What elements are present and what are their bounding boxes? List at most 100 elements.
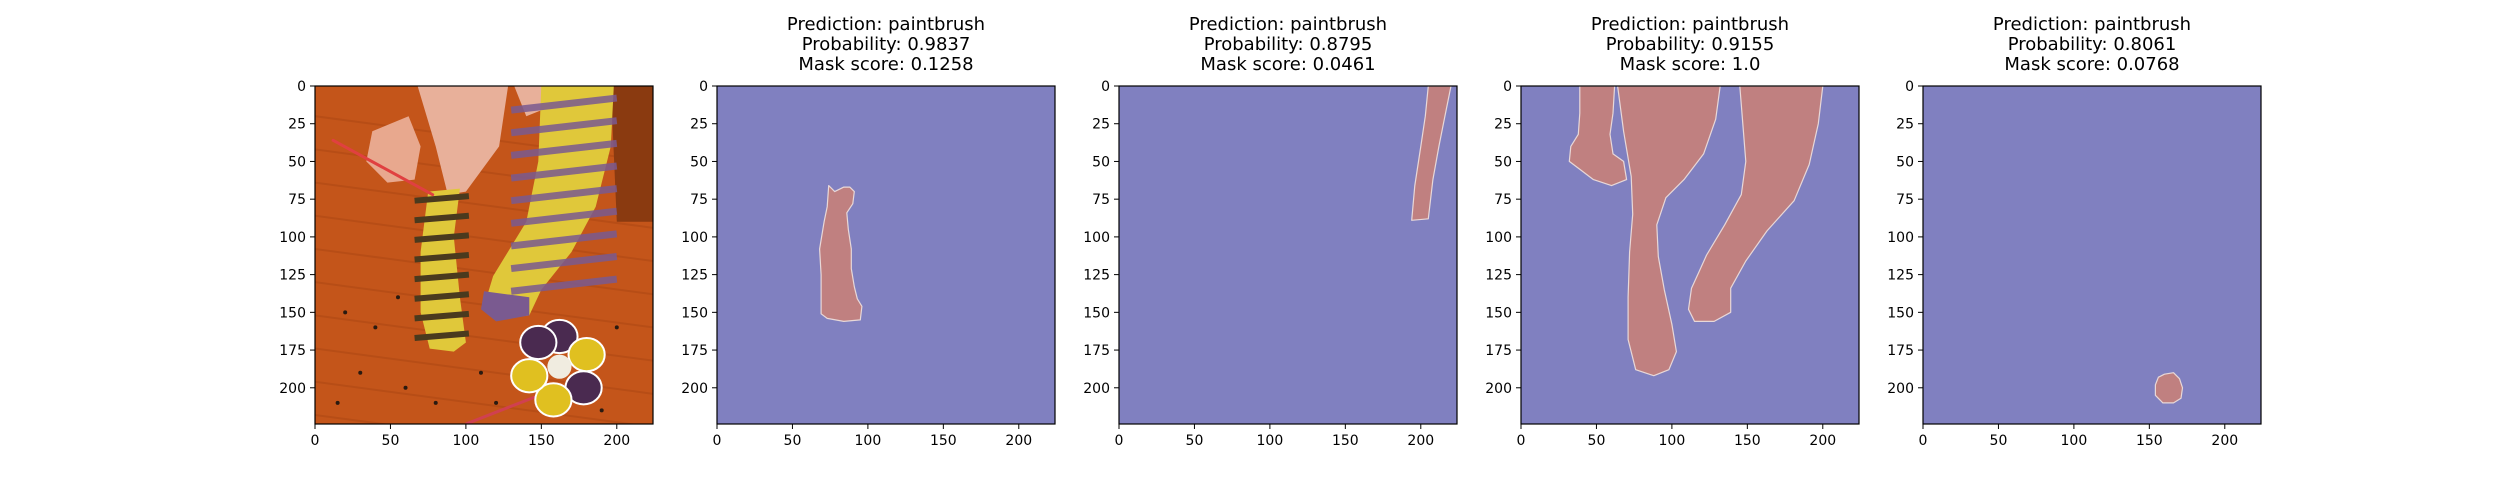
mask-background (1119, 86, 1457, 424)
y-tick-label: 125 (1083, 268, 1110, 284)
panel-5: 0 50 100 150 200 0 25 50 75 100 125 150 175 200 Predic… (1887, 14, 2262, 449)
y-tick-label: 0 (699, 79, 708, 95)
panels: 0 50 100 150 200 0 25 50 75 100 125 150 175 200 0 50 100… (279, 14, 2262, 449)
panel-title-line-3: Mask score: 0.0461 (1200, 54, 1375, 75)
mask-background (1923, 86, 2261, 424)
y-tick-label: 200 (1887, 381, 1914, 397)
paint-splatter (494, 400, 499, 405)
x-tick-label: 50 (382, 433, 400, 449)
panel-title-line-2: Probability: 0.8795 (1204, 34, 1373, 55)
x-tick-label: 100 (453, 433, 480, 449)
y-tick-label: 150 (681, 305, 708, 321)
y-tick-label: 200 (1485, 381, 1512, 397)
panel-4: 0 50 100 150 200 0 25 50 75 100 125 150 175 200 Predic… (1485, 14, 1860, 449)
paint-splatter (395, 295, 400, 300)
x-tick-label: 100 (855, 433, 882, 449)
chair-leg (610, 86, 653, 222)
panel-1-image (315, 86, 653, 424)
y-tick-label: 100 (279, 230, 306, 246)
sock-stripe (510, 230, 618, 250)
x-tick-label: 0 (311, 433, 320, 449)
axes-frame (716, 85, 1056, 425)
x-tick-label: 0 (1919, 433, 1928, 449)
mask-region-1 (818, 185, 863, 322)
y-tick-label: 150 (1485, 305, 1512, 321)
x-tick-label: 50 (1990, 433, 2008, 449)
x-tick-label: 150 (930, 433, 957, 449)
panel-title-line-1: Prediction: paintbrush (1591, 14, 1789, 35)
mask-region-1 (1411, 86, 1452, 221)
sock-stripe (414, 271, 470, 283)
y-tick-label: 100 (1083, 230, 1110, 246)
sock-stripe (510, 162, 618, 182)
x-tick-label: 150 (528, 433, 555, 449)
palette-petal (510, 358, 549, 394)
sock-stripe (510, 253, 618, 273)
floor-grain (315, 214, 653, 263)
x-tick-label: 0 (1115, 433, 1124, 449)
y-tick-label: 50 (1494, 154, 1512, 170)
y-tick-label: 125 (681, 268, 708, 284)
panel-1: 0 50 100 150 200 0 25 50 75 100 125 150 175 200 (279, 79, 654, 449)
x-tick-label: 200 (603, 433, 630, 449)
panel-title-line-2: Probability: 0.8061 (2008, 34, 2177, 55)
x-tick-label: 150 (1734, 433, 1761, 449)
y-tick-label: 25 (288, 117, 306, 133)
y-tick-label: 25 (690, 117, 708, 133)
y-tick-label: 150 (1887, 305, 1914, 321)
x-tick-label: 200 (1809, 433, 1836, 449)
x-tick-label: 150 (2136, 433, 2163, 449)
y-tick-label: 200 (681, 381, 708, 397)
y-tick-label: 75 (1896, 192, 1914, 208)
y-tick-label: 175 (1485, 343, 1512, 359)
paint-splatter (343, 310, 348, 315)
y-tick-label: 25 (1092, 117, 1110, 133)
y-tick-label: 175 (1887, 343, 1914, 359)
paintbrush (331, 138, 435, 197)
paint-splatter (433, 400, 438, 405)
y-tick-label: 0 (297, 79, 306, 95)
striped-sock-left (420, 188, 466, 352)
sock-stripe (414, 193, 470, 204)
panel-4-image (1521, 86, 1859, 424)
sock-stripe (414, 330, 470, 341)
floor-grain (315, 380, 639, 424)
x-tick-label: 200 (1407, 433, 1434, 449)
axes-frame (1922, 85, 2262, 425)
left-leg (417, 86, 509, 195)
paint-splatter (358, 370, 363, 375)
y-tick-label: 50 (1092, 154, 1110, 170)
paint-splatter (599, 408, 604, 413)
paint-splatter (614, 325, 619, 330)
paintbrush-handle (465, 395, 536, 424)
panel-title-line-1: Prediction: paintbrush (1993, 14, 2191, 35)
panel-title-line-1: Prediction: paintbrush (1189, 14, 1387, 35)
panel-2: 0 50 100 150 200 0 25 50 75 100 125 150 175 200 Predic… (681, 14, 1056, 449)
sock-stripe (414, 252, 470, 263)
sock-stripe (510, 207, 618, 227)
floor-grain (315, 181, 653, 229)
y-tick-label: 200 (279, 381, 306, 397)
palette-petal (567, 336, 606, 373)
panel-title-line-1: Prediction: paintbrush (787, 14, 985, 35)
y-tick-label: 50 (690, 154, 708, 170)
palette-petal (534, 382, 573, 418)
axes-frame (1118, 85, 1458, 425)
sock-stripe (510, 185, 618, 205)
panel-title-line-3: Mask score: 1.0 (1620, 54, 1761, 75)
y-tick-label: 125 (1485, 268, 1512, 284)
y-tick-label: 50 (288, 154, 306, 170)
panel-title-line-3: Mask score: 0.0768 (2004, 54, 2179, 75)
x-tick-label: 50 (1588, 433, 1606, 449)
panel-title-line-2: Probability: 0.9837 (802, 34, 971, 55)
x-tick-label: 0 (713, 433, 722, 449)
palette-petal (519, 324, 558, 361)
y-tick-label: 0 (1905, 79, 1914, 95)
panel-3: 0 50 100 150 200 0 25 50 75 100 125 150 175 200 Predic… (1083, 14, 1458, 449)
y-tick-label: 75 (690, 192, 708, 208)
x-tick-label: 100 (1659, 433, 1686, 449)
y-tick-label: 175 (681, 343, 708, 359)
y-tick-label: 0 (1101, 79, 1110, 95)
x-tick-label: 100 (1257, 433, 1284, 449)
x-tick-label: 150 (1332, 433, 1359, 449)
